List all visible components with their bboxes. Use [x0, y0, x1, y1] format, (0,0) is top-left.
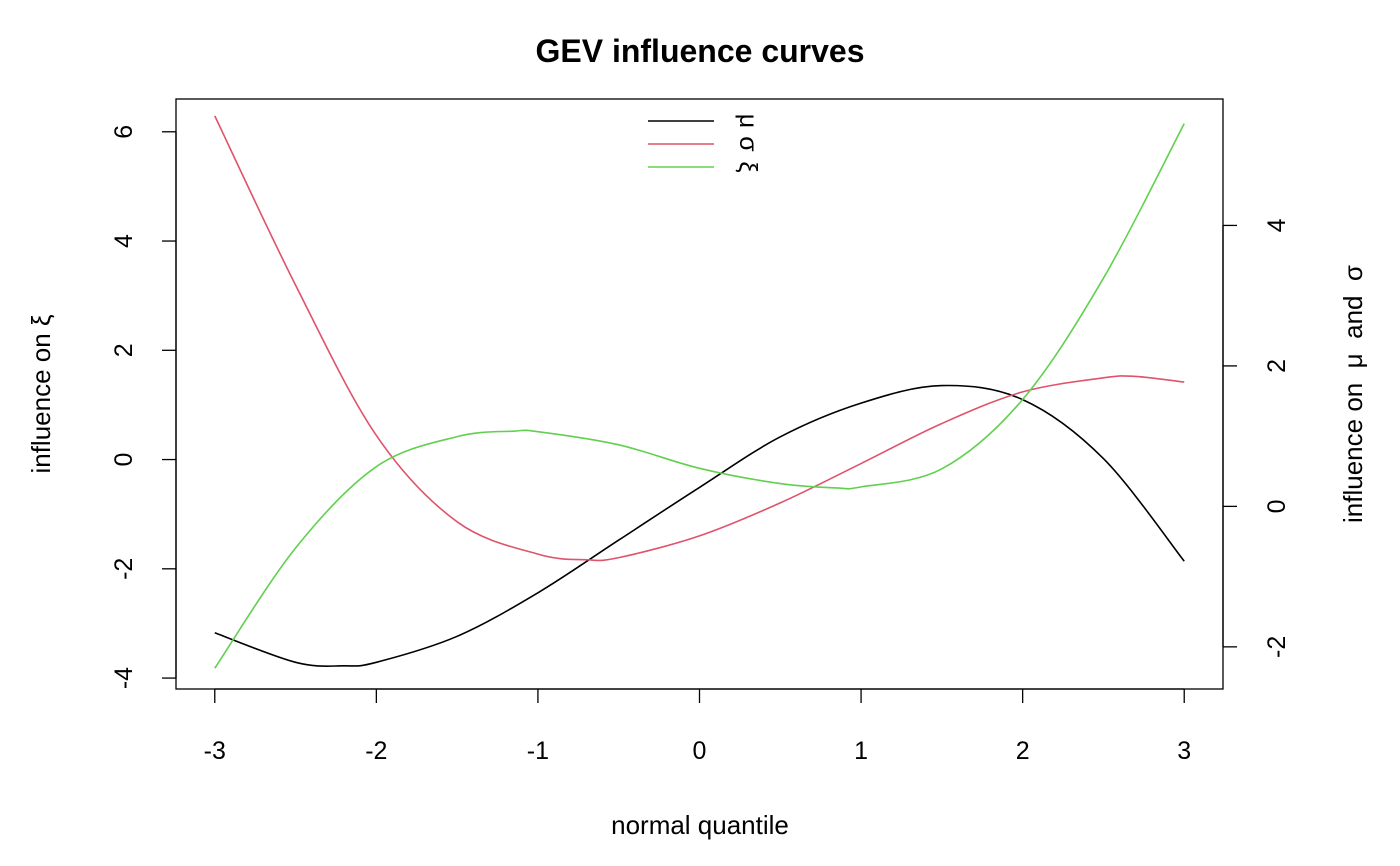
y-right-tick-label: -2 [1263, 636, 1291, 658]
y-left-tick-label: 4 [110, 234, 138, 248]
x-tick-label: 2 [1016, 737, 1030, 765]
y-right-tick-label: 2 [1263, 359, 1291, 373]
y-left-tick-label: -4 [110, 667, 138, 689]
x-tick-label: -1 [527, 737, 549, 765]
series-line-0 [214, 384, 1185, 667]
series-line-2 [214, 123, 1185, 669]
x-axis-label: normal quantile [611, 810, 789, 840]
x-axis: -3 -2 -1 0 1 2 3 [204, 688, 1191, 765]
legend-label: ξ [734, 161, 762, 172]
y-right-tick-label: 4 [1263, 218, 1291, 232]
y-axis-left: -4 -2 0 2 4 6 [110, 125, 177, 689]
plot-frame [175, 98, 1224, 690]
x-tick-label: 0 [693, 737, 707, 765]
y-left-tick-label: 6 [110, 125, 138, 139]
y-right-tick-label: 0 [1263, 499, 1291, 513]
y-axis-right: -2 0 2 4 [1222, 218, 1291, 658]
y-left-tick-label: 2 [110, 343, 138, 357]
series-layer [214, 115, 1185, 669]
x-tick-label: -3 [204, 737, 226, 765]
series-line-1 [214, 115, 1185, 562]
x-tick-label: 1 [854, 737, 868, 765]
chart-title: GEV influence curves [535, 33, 864, 69]
x-tick-label: 3 [1177, 737, 1191, 765]
legend-label: μ [734, 114, 762, 128]
legend-label: σ [734, 136, 762, 152]
y-left-tick-label: 0 [110, 453, 138, 467]
y-axis-left-label: influence on ξ [26, 314, 56, 473]
x-tick-label: -2 [365, 737, 387, 765]
y-left-tick-label: -2 [110, 558, 138, 580]
legend: μσξ [648, 114, 762, 173]
y-axis-right-label: influence on μ and σ [1338, 265, 1368, 523]
